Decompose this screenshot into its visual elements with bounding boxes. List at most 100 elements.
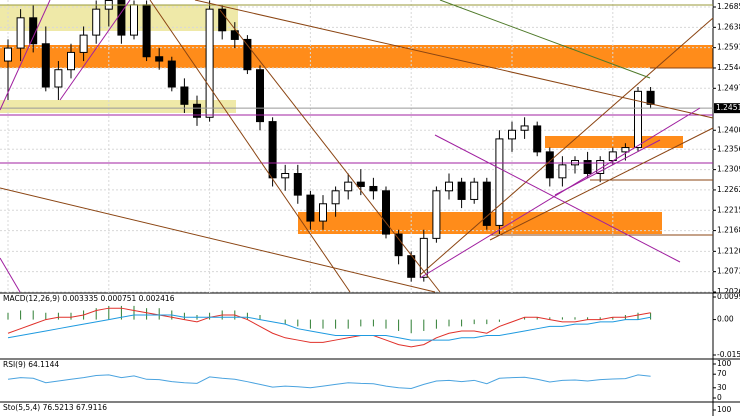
candle-body: [92, 8, 101, 36]
candle-body: [41, 43, 50, 88]
trend-line: [434, 134, 681, 263]
candle-body: [445, 181, 453, 192]
indicator-line: [7, 314, 651, 341]
candle-body: [67, 51, 75, 71]
candle-body: [16, 17, 25, 49]
candle-body: [193, 103, 201, 118]
candle-body: [369, 185, 378, 192]
candle-body: [394, 233, 403, 257]
current-price-label: 1.24511: [716, 103, 740, 112]
panel: 0.009916 0.00 -0.01556 MACD(12,26,9) 0.0033…: [3, 292, 740, 359]
y-tick-label: 1.26380: [717, 22, 740, 31]
candle-body: [256, 69, 264, 123]
trend-line: [0, 257, 21, 293]
trend-line: [219, 9, 441, 293]
y-tick-label: 1.24970: [717, 83, 740, 92]
y-tick-label: 1.24000: [717, 125, 740, 134]
candle-body: [621, 147, 630, 153]
candle-body: [382, 190, 390, 235]
trend-line: [59, 0, 131, 101]
candle-body: [634, 90, 642, 149]
candle-body: [130, 4, 138, 36]
candle-body: [470, 181, 479, 200]
mid-zone: [545, 136, 683, 148]
trend-line: [149, 0, 351, 293]
y-tick-label: 1.21200: [717, 246, 740, 255]
candle-body: [79, 34, 88, 53]
trend-line: [419, 107, 701, 279]
candle-body: [432, 190, 441, 239]
candle-body: [331, 190, 340, 205]
candle-body: [29, 17, 38, 45]
candle-body: [4, 47, 12, 62]
candle-body: [293, 173, 302, 196]
candle-body: [583, 160, 592, 175]
trend-line: [419, 17, 714, 276]
candle-body: [520, 125, 529, 131]
trend-line: [554, 139, 661, 196]
candle-body: [155, 56, 164, 62]
resistance-zone: [0, 45, 713, 68]
candle-body: [54, 69, 63, 88]
panel-title: Sto(5,5,4) 76.5213 67.9116: [3, 403, 107, 412]
candle-body: [268, 121, 277, 179]
y-tick-label: 0.00: [717, 315, 734, 324]
y-tick-label: 70: [717, 369, 727, 378]
panel: 1.26850 1.26380 1.25910 1.25440 1.24970 1.240…: [0, 0, 740, 296]
indicator-line: [7, 307, 651, 348]
candle-body: [167, 60, 176, 88]
candle-body: [230, 30, 239, 40]
candle-body: [457, 181, 466, 200]
y-tick-label: 1.23560: [717, 144, 740, 153]
candle-body: [180, 86, 189, 105]
panel-title: MACD(12,26,9) 0.003335 0.000751 0.002416: [3, 294, 175, 303]
y-tick-label: 1.25440: [717, 63, 740, 72]
y-tick-label: 1.21680: [717, 226, 740, 235]
candle-body: [545, 151, 554, 179]
indicator-line: [7, 374, 651, 389]
y-tick-label: 1.23090: [717, 165, 740, 174]
drawings: [0, 0, 714, 293]
candle-body: [319, 203, 327, 222]
y-tick-label: 0.009916: [717, 292, 740, 301]
candle-body: [646, 90, 655, 105]
current-price-tag: [714, 103, 740, 114]
candle-body: [142, 4, 151, 58]
candle-body: [482, 181, 491, 226]
trend-line: [0, 187, 436, 293]
trend-line: [0, 0, 51, 111]
y-tick-label: 1.20260: [717, 287, 740, 296]
candle-body: [533, 125, 542, 153]
candle-body: [495, 138, 504, 226]
candle-body: [281, 173, 290, 179]
y-tick-label: 1.22150: [717, 205, 740, 214]
candle-body: [558, 164, 567, 179]
support-zone: [0, 100, 236, 113]
trend-line: [194, 0, 714, 119]
candle-body: [356, 181, 365, 187]
y-tick-label: 1.20730: [717, 267, 740, 276]
panel: 100 Sto(5,5,4) 76.5213 67.9116: [3, 403, 732, 414]
y-tick-label: 1.25910: [717, 43, 740, 52]
y-tick-label: 100: [717, 359, 732, 368]
y-tick-label: 1.22620: [717, 185, 740, 194]
candle-body: [419, 237, 428, 278]
candle-body: [508, 129, 516, 140]
trend-line: [489, 127, 714, 241]
y-tick-label: 30: [717, 383, 727, 392]
candle-body: [218, 8, 227, 32]
candle-body: [117, 0, 126, 36]
y-tick-label: 1.26850: [717, 2, 740, 11]
panel-title: RSI(9) 64.1144: [3, 360, 59, 369]
y-tick-label: 100: [717, 405, 732, 414]
y-tick-label: 0: [717, 393, 722, 402]
y-tick-label: -0.01556: [717, 350, 740, 359]
candle-body: [344, 181, 353, 192]
candle-body: [243, 38, 252, 71]
moving-average: [439, 0, 651, 79]
candle-body: [205, 8, 214, 118]
candle-body: [306, 194, 315, 222]
